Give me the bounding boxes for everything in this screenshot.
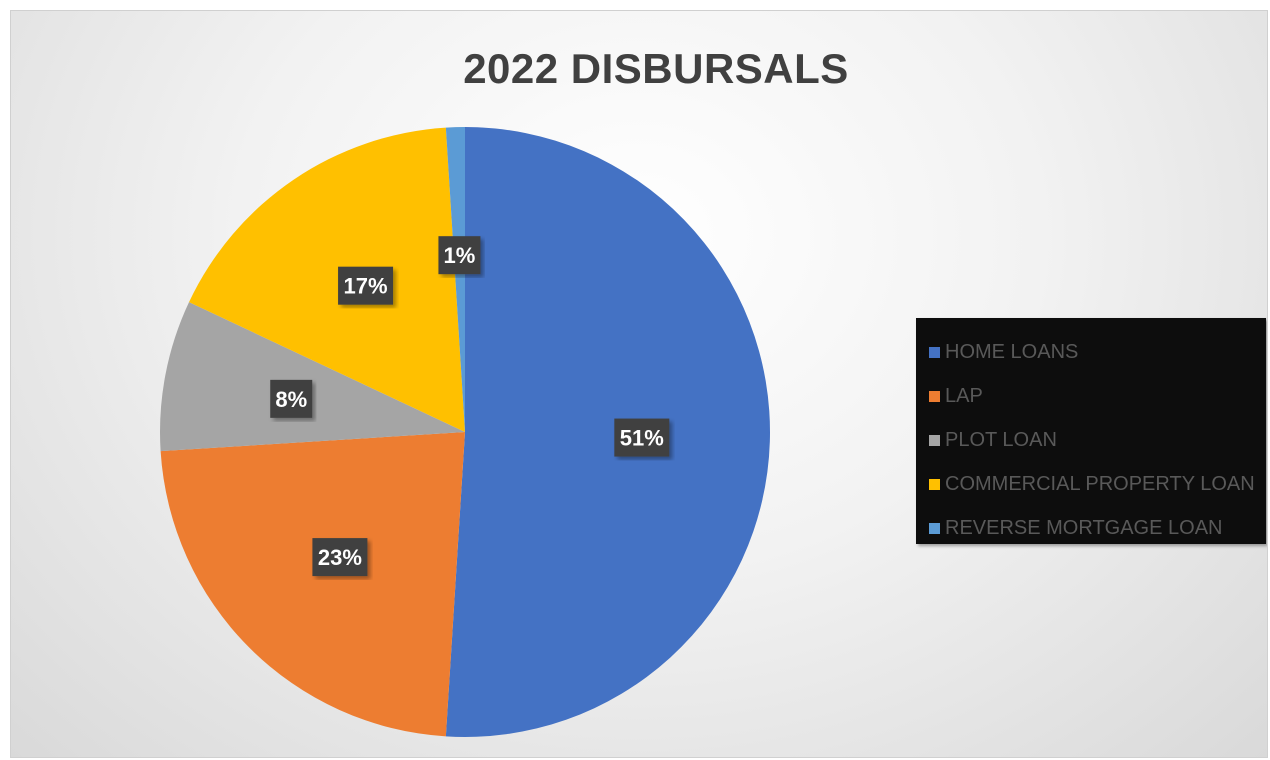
legend-item-plot-loan: PLOT LOAN (916, 418, 1266, 462)
legend-item-reverse-mortgage-loan: REVERSE MORTGAGE LOAN (916, 506, 1266, 550)
pie-slice-commercial-property-loan (189, 127, 465, 433)
svg-text:1%: 1% (444, 243, 476, 268)
legend-label: PLOT LOAN (945, 428, 1057, 451)
data-label-home-loans: 51% (614, 418, 670, 457)
svg-text:51%: 51% (620, 426, 664, 451)
legend-swatch (929, 478, 940, 490)
data-label-commercial-property-loan: 17% (338, 266, 394, 305)
chart-title: 2022 DISBURSALS (463, 45, 849, 92)
pie-slice-home-loans (445, 127, 771, 737)
pie-slice-lap (160, 432, 465, 737)
legend-swatch (929, 346, 940, 358)
data-label-plot-loan: 8% (270, 379, 313, 418)
legend-swatch (929, 434, 940, 446)
legend-item-lap: LAP (916, 374, 1266, 418)
svg-text:8%: 8% (275, 387, 307, 412)
chart-area: 2022 DISBURSALS 51% 23% 8% 17% 1% HOME LOANS… (10, 10, 1268, 758)
legend-swatch (929, 390, 940, 402)
legend-swatch (929, 522, 940, 534)
pie-chart: 51% 23% 8% 17% 1% (159, 127, 771, 737)
data-label-reverse-mortgage-loan: 1% (438, 236, 481, 275)
legend-label: COMMERCIAL PROPERTY LOAN (945, 472, 1255, 495)
svg-text:17%: 17% (344, 274, 388, 299)
pie-slice-reverse-mortgage-loan (445, 127, 465, 432)
legend-item-commercial-property-loan: COMMERCIAL PROPERTY LOAN (916, 462, 1266, 506)
legend-label: HOME LOANS (945, 340, 1079, 363)
legend: HOME LOANS LAP PLOT LOAN COMMERCIAL PROPERT… (916, 318, 1266, 544)
legend-label: REVERSE MORTGAGE LOAN (945, 516, 1223, 539)
pie-slice-plot-loan (159, 302, 465, 452)
data-label-lap: 23% (312, 538, 368, 577)
legend-item-home-loans: HOME LOANS (916, 330, 1266, 374)
legend-label: LAP (945, 384, 983, 407)
svg-text:23%: 23% (318, 545, 362, 570)
